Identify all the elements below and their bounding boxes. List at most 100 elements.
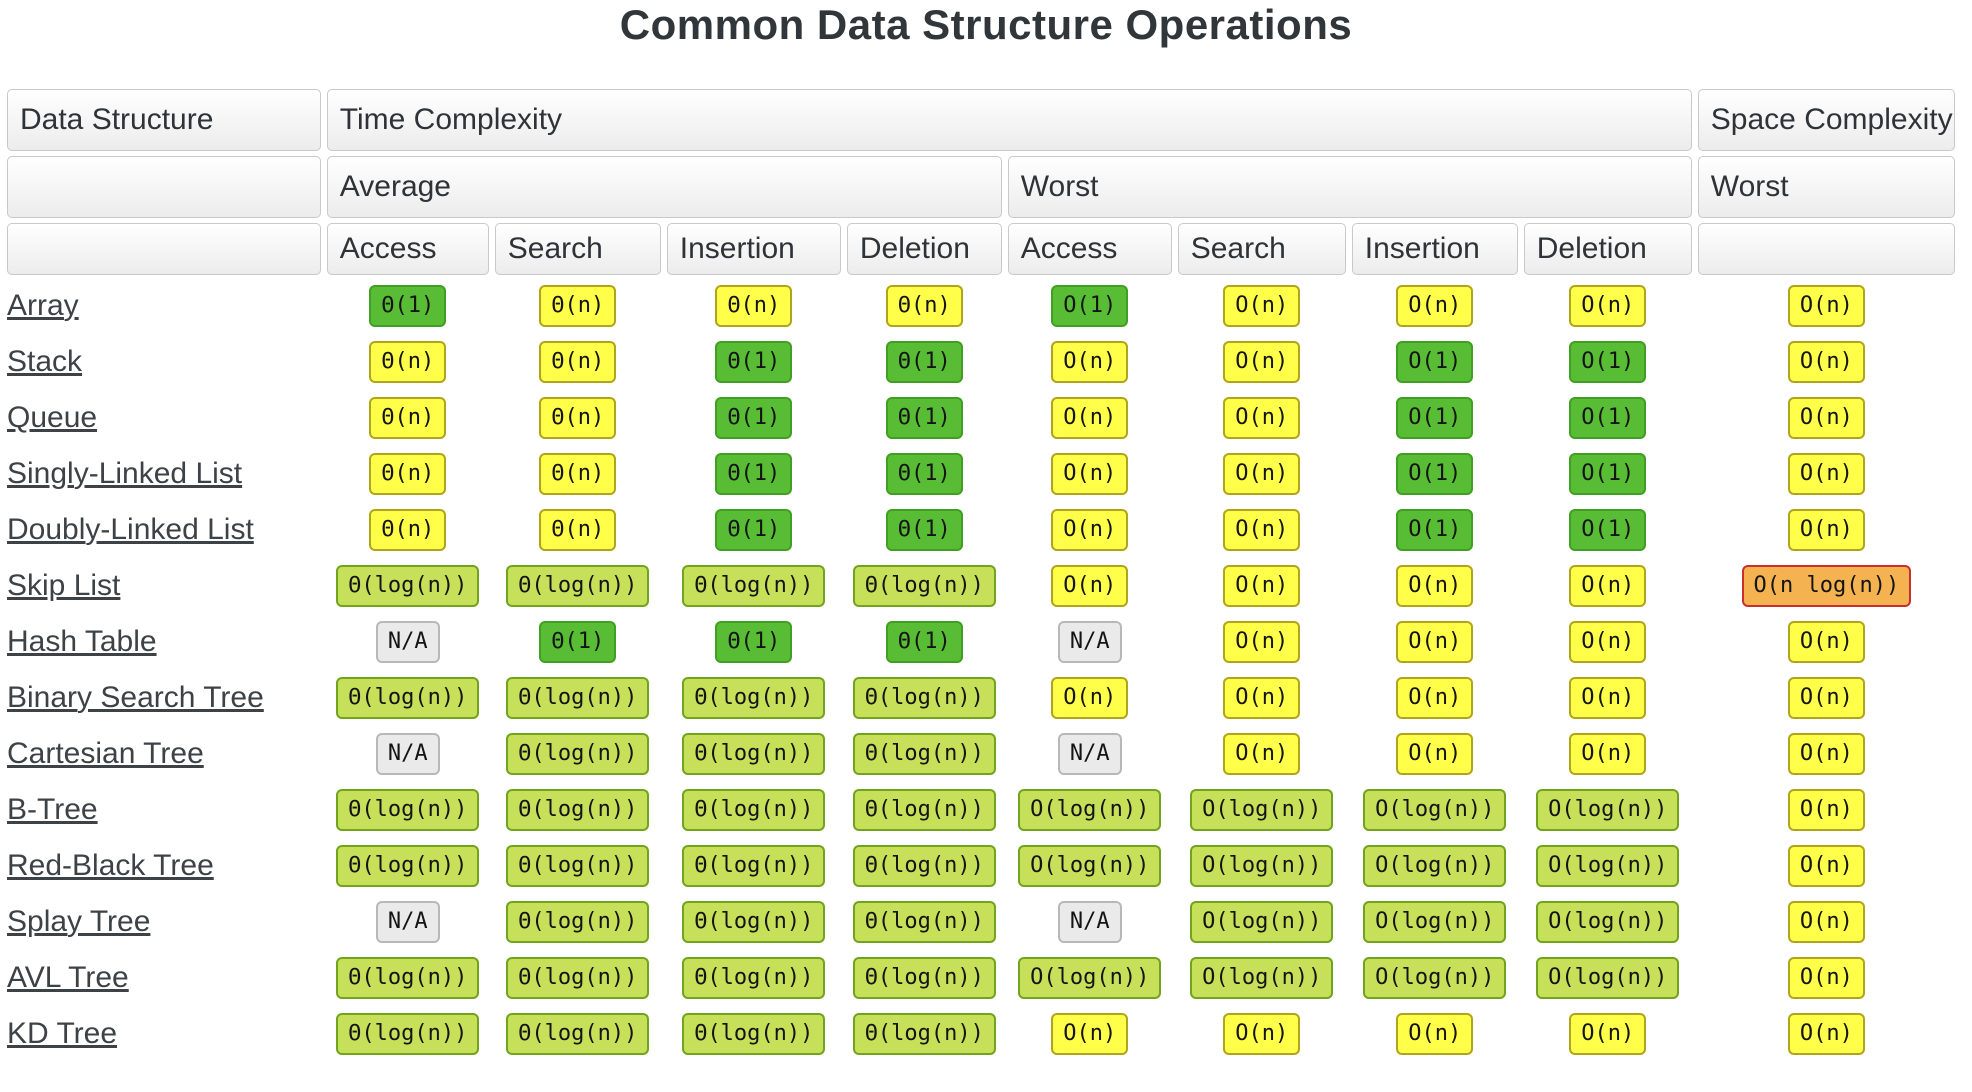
data-structure-link[interactable]: Stack [7,344,83,378]
complexity-cell: Θ(log(n)) [847,1008,1002,1059]
complexity-cell: Θ(1) [847,504,1002,555]
complexity-cell: O(log(n)) [1008,840,1172,891]
complexity-cell: O(n) [1698,392,1955,443]
complexity-badge: O(n) [1787,732,1865,775]
header-avg-deletion: Deletion [846,223,1002,275]
complexity-cell: Θ(log(n)) [847,784,1002,835]
complexity-badge: Θ(log(n)) [682,956,826,999]
table-row: KD Tree Θ(log(n)) Θ(log(n)) Θ(log(n)) Θ(log(… [7,1008,1955,1059]
complexity-badge: O(n) [1223,340,1301,383]
data-structure-link[interactable]: Singly-Linked List [7,456,243,490]
complexity-badge: O(n) [1223,1012,1301,1055]
complexity-cell: Θ(log(n)) [327,560,489,611]
data-structure-link[interactable]: Hash Table [7,624,157,658]
complexity-badge: Θ(n) [539,396,617,439]
complexity-badge: Θ(n) [539,452,617,495]
complexity-badge: O(n) [1223,732,1301,775]
data-structure-cell: Splay Tree [7,896,321,947]
complexity-badge: Θ(n) [539,284,617,327]
data-structure-link[interactable]: Array [7,288,79,322]
complexity-cell: Θ(log(n)) [847,952,1002,1003]
data-structure-link[interactable]: Doubly-Linked List [7,512,254,546]
complexity-badge: O(n) [1787,676,1865,719]
data-structure-cell: B-Tree [7,784,321,835]
complexity-badge: Θ(1) [885,396,963,439]
complexity-cell: Θ(log(n)) [667,784,841,835]
complexity-cell: O(log(n)) [1178,896,1346,947]
complexity-badge: O(n) [1223,452,1301,495]
complexity-badge: O(1) [1569,340,1647,383]
complexity-badge: O(log(n)) [1018,844,1162,887]
complexity-cell: O(n) [1352,1008,1518,1059]
complexity-badge: O(n) [1787,788,1865,831]
header-worst-deletion: Deletion [1523,223,1692,275]
complexity-badge: O(n) [1223,508,1301,551]
complexity-badge: Θ(log(n)) [506,956,650,999]
complexity-badge: N/A [1057,732,1122,775]
complexity-cell: O(1) [1524,448,1692,499]
complexity-badge: O(n) [1051,396,1129,439]
complexity-badge: O(n) [1787,284,1865,327]
header-empty-cell [7,156,321,218]
complexity-badge: N/A [375,900,440,943]
complexity-badge: O(n) [1787,956,1865,999]
complexity-badge: Θ(log(n)) [506,900,650,943]
complexity-cell: Θ(log(n)) [327,952,489,1003]
table-row: B-Tree Θ(log(n)) Θ(log(n)) Θ(log(n)) Θ(log(n… [7,784,1955,835]
complexity-cell: Θ(log(n)) [847,896,1002,947]
complexity-cell: O(n) [1178,560,1346,611]
complexity-badge: O(n) [1787,452,1865,495]
complexity-cell: Θ(log(n)) [667,1008,841,1059]
complexity-badge: Θ(log(n)) [682,564,826,607]
complexity-badge: Θ(log(n)) [506,844,650,887]
header-space-worst: Worst [1697,156,1955,218]
complexity-badge: Θ(log(n)) [336,1012,480,1055]
complexity-badge: Θ(n) [539,508,617,551]
table-body: Array Θ(1) Θ(n) Θ(n) Θ(n) O(1) O(n) O(n) O(n) O(n… [7,280,1955,1059]
complexity-badge: O(1) [1396,508,1474,551]
complexity-cell: O(n) [1352,280,1518,331]
complexity-badge: O(n) [1569,284,1647,327]
complexity-cell: Θ(log(n)) [327,784,489,835]
header-space-complexity: Space Complexity [1697,89,1955,151]
complexity-cell: Θ(n) [495,280,661,331]
complexity-badge: Θ(log(n)) [506,1012,650,1055]
complexity-badge: Θ(log(n)) [336,788,480,831]
complexity-cell: Θ(log(n)) [495,728,661,779]
complexity-badge: Θ(log(n)) [852,844,996,887]
complexity-badge: O(n) [1051,452,1129,495]
data-structure-link[interactable]: Splay Tree [7,904,151,938]
complexity-cell: O(log(n)) [1352,896,1518,947]
data-structure-link[interactable]: Binary Search Tree [7,680,264,714]
data-structure-link[interactable]: AVL Tree [7,960,129,994]
complexity-badge: Θ(1) [885,620,963,663]
complexity-badge: O(log(n)) [1363,844,1507,887]
header-worst-access: Access [1007,223,1172,275]
data-structure-link[interactable]: B-Tree [7,792,98,826]
complexity-badge: Θ(log(n)) [506,564,650,607]
data-structure-link[interactable]: KD Tree [7,1016,118,1050]
complexity-badge: Θ(log(n)) [336,564,480,607]
complexity-cell: Θ(log(n)) [667,952,841,1003]
complexity-cell: O(log(n)) [1178,784,1346,835]
complexity-badge: O(1) [1051,284,1129,327]
complexity-badge: O(n) [1569,564,1647,607]
complexity-cell: Θ(log(n)) [847,560,1002,611]
complexity-cell: O(n) [1698,728,1955,779]
complexity-badge: O(n) [1396,1012,1474,1055]
complexity-badge: O(n) [1787,844,1865,887]
header-worst-search: Search [1177,223,1346,275]
complexity-badge: Θ(log(n)) [852,676,996,719]
data-structure-link[interactable]: Red-Black Tree [7,848,214,882]
complexity-cell: O(n) [1524,560,1692,611]
complexity-cell: O(n) [1698,952,1955,1003]
table-row: Doubly-Linked List Θ(n) Θ(n) Θ(1) Θ(1) O(n) O(… [7,504,1955,555]
data-structure-link[interactable]: Skip List [7,568,121,602]
complexity-badge: Θ(log(n)) [682,788,826,831]
complexity-cell: O(n) [1698,672,1955,723]
complexity-cell: O(n) [1178,616,1346,667]
data-structure-link[interactable]: Cartesian Tree [7,736,204,770]
complexity-badge: N/A [1057,620,1122,663]
complexity-badge: O(n) [1787,508,1865,551]
data-structure-link[interactable]: Queue [7,400,98,434]
